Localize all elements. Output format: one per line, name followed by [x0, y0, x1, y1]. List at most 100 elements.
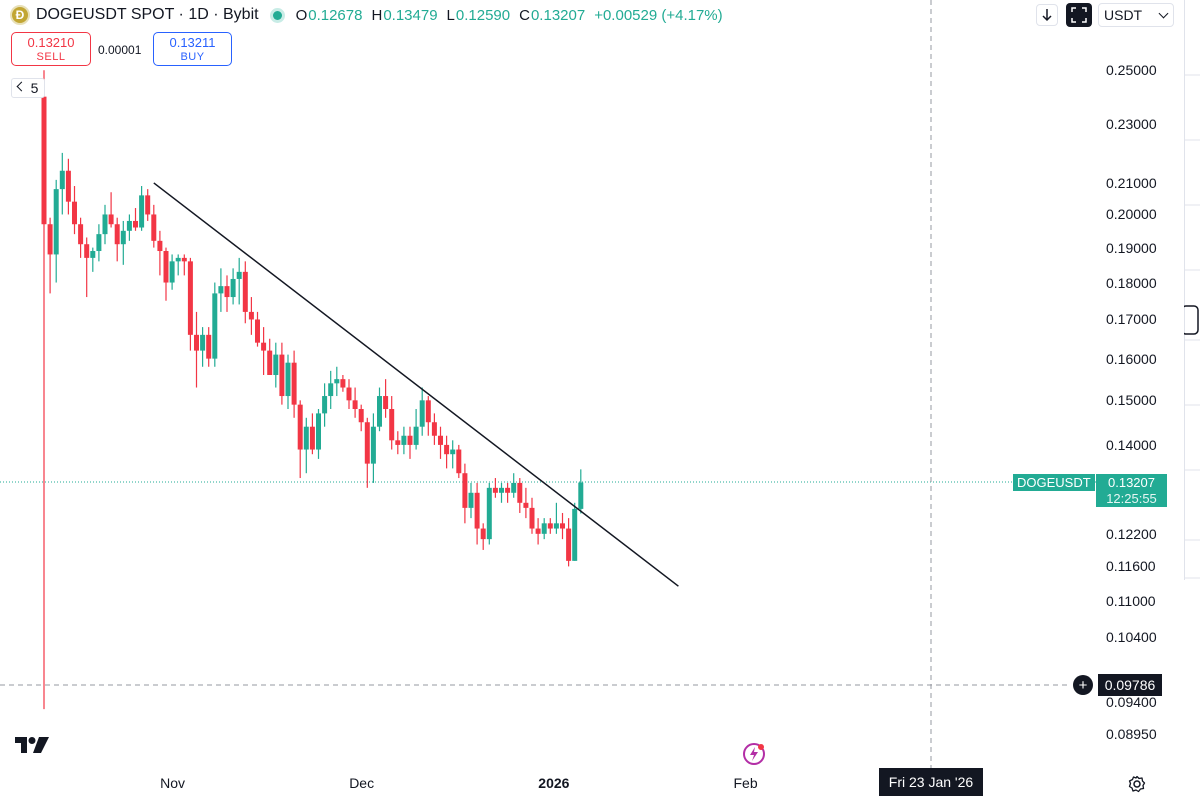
candle-body [169, 261, 175, 283]
candle-body [370, 426, 376, 464]
spread-value: 0.00001 [98, 43, 142, 57]
tradingview-logo[interactable] [15, 736, 51, 754]
high-label: H [371, 6, 383, 24]
candle-body [279, 354, 285, 397]
candle-body [566, 528, 572, 561]
candle-body [547, 523, 553, 529]
arrow-down-button[interactable] [1036, 4, 1058, 26]
candle-body [541, 523, 547, 534]
low-label: L [446, 6, 455, 24]
candle-body [163, 251, 169, 283]
candle-body [480, 528, 486, 540]
candle-body [377, 396, 382, 427]
candle-body [84, 244, 90, 258]
candle-body [59, 170, 65, 190]
sell-label: SELL [36, 51, 66, 63]
candle-body [444, 444, 450, 455]
candle-body [108, 214, 114, 225]
candle-body [334, 379, 340, 384]
price-tick: 0.20000 [1106, 206, 1157, 223]
add-alert-button[interactable]: + [1073, 675, 1093, 695]
price-tick: 0.10400 [1106, 628, 1157, 645]
indicators-count: 5 [30, 80, 39, 96]
candle-body [401, 435, 407, 445]
indicators-toggle[interactable]: 5 [11, 78, 45, 98]
price-tick: 0.12200 [1106, 525, 1157, 542]
candle-body [102, 214, 108, 235]
candle-body [517, 482, 523, 503]
price-tick: 0.19000 [1106, 239, 1157, 256]
arrow-down-icon [1042, 9, 1052, 22]
close-label: C [519, 6, 530, 24]
crosshair-date-label: Fri 23 Jan '26 [879, 768, 983, 796]
candle-body [139, 195, 145, 228]
candle-body [389, 409, 395, 441]
candle-body [53, 189, 59, 255]
candle-body [151, 214, 157, 241]
candle-body [560, 523, 565, 529]
fullscreen-button[interactable] [1066, 3, 1092, 27]
candle-body [346, 387, 352, 401]
candle-body [181, 257, 187, 262]
trendline[interactable] [153, 182, 679, 587]
price-tick: 0.09400 [1106, 694, 1157, 711]
candle-body [578, 482, 584, 509]
candle-body [322, 396, 328, 414]
chevron-down-icon [1158, 8, 1169, 19]
buy-label: BUY [180, 51, 205, 63]
time-tick: Feb [733, 775, 758, 791]
candle-body [145, 195, 151, 215]
candle-body [499, 487, 504, 493]
candle-body [553, 523, 559, 529]
chevron-down-icon [16, 81, 27, 92]
time-tick: 2026 [538, 775, 570, 791]
candle-body [78, 224, 84, 245]
candle-body [47, 224, 53, 255]
candle-body [175, 257, 181, 262]
time-tick: Nov [160, 775, 185, 791]
sell-button[interactable]: 0.13210 SELL [11, 32, 91, 66]
symbol-title[interactable]: DOGEUSDT SPOT · 1D · Bybit [36, 6, 259, 23]
candle-body [340, 379, 346, 388]
price-tick: 0.11000 [1106, 592, 1156, 609]
crosshair-price-label: 0.09786 [1098, 674, 1162, 696]
candle-body [297, 404, 303, 450]
candle-body [529, 507, 535, 529]
candle-body [328, 383, 334, 397]
candle-body [218, 286, 224, 294]
candle-body [248, 311, 254, 320]
candle-body [431, 422, 437, 436]
candle-body [474, 492, 480, 529]
candle-body [364, 422, 370, 464]
currency-select[interactable]: USDT [1098, 3, 1174, 27]
price-tick: 0.11600 [1106, 558, 1156, 575]
price-tick: 0.15000 [1106, 392, 1157, 409]
candle-body [242, 271, 248, 312]
candle-body [230, 278, 236, 298]
candle-body [486, 487, 492, 540]
buy-button[interactable]: 0.13211 BUY [153, 32, 232, 66]
high-value: 0.13479 [383, 6, 438, 24]
time-tick: Dec [349, 775, 375, 791]
last-price-label: 0.13207 12:25:55 [1096, 474, 1167, 507]
candle-body [291, 362, 297, 405]
candle-body [462, 473, 468, 508]
candle-body [303, 426, 309, 450]
change-value: +0.00529 (+4.17%) [594, 6, 723, 24]
candle-body [309, 426, 315, 450]
candle-body [352, 400, 358, 410]
candle-body [425, 400, 431, 423]
candle-body [413, 426, 419, 445]
ai-assistant-icon[interactable] [742, 742, 766, 766]
candle-body [395, 440, 401, 445]
candle-body [72, 201, 77, 225]
candle-body [383, 396, 389, 410]
candle-body [114, 224, 120, 245]
candle-body [96, 234, 102, 252]
price-tick: 0.08950 [1106, 725, 1157, 742]
candle-body [419, 400, 425, 427]
candle-body [492, 487, 498, 493]
settings-icon[interactable] [1128, 775, 1146, 793]
close-value: 0.13207 [530, 6, 586, 24]
